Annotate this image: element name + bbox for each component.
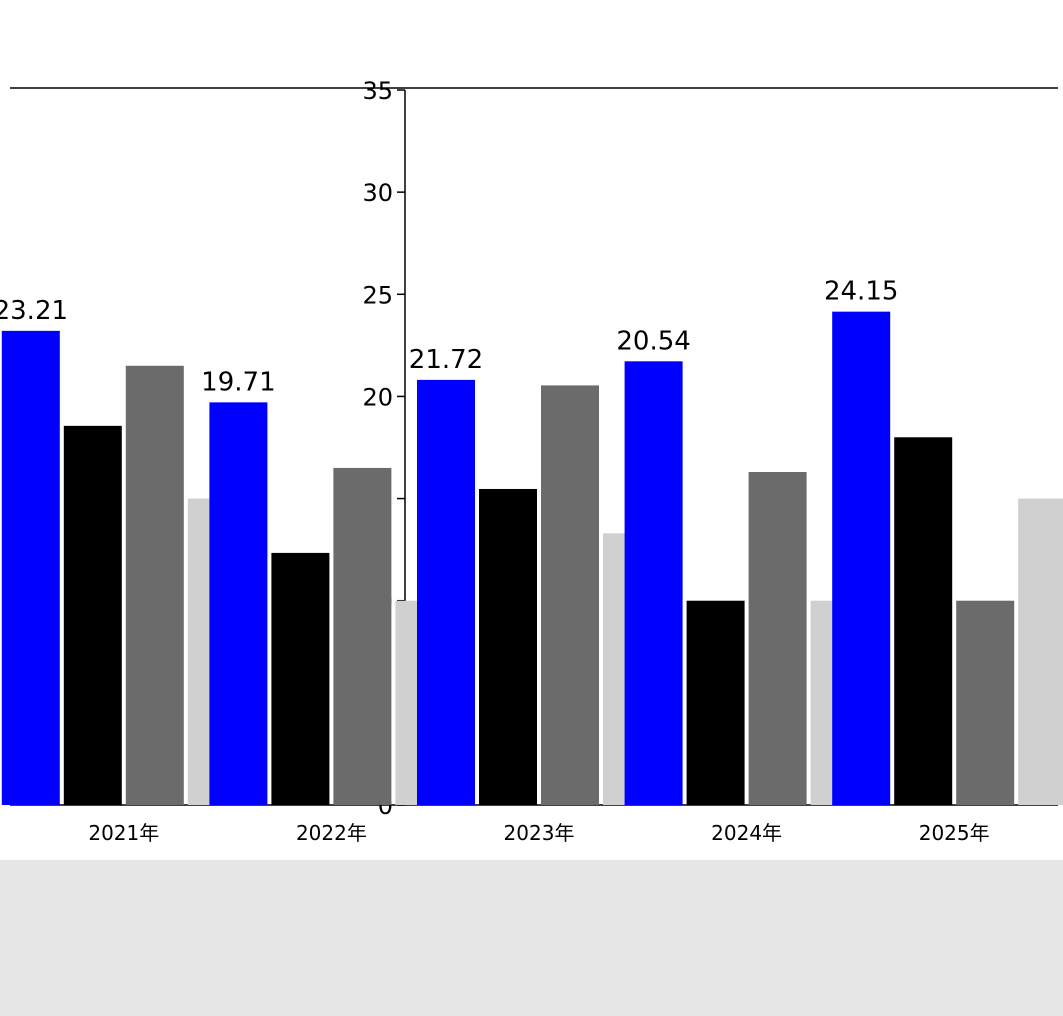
- x-tick-label-3: 2024年: [711, 821, 782, 845]
- data-label-4: 24.15: [824, 277, 898, 307]
- bar-4-2: [956, 600, 1015, 805]
- data-label-1: 19.71: [201, 367, 275, 397]
- bar-3-2: [748, 472, 807, 805]
- bar-1-2: [333, 467, 392, 805]
- bar-1-1: [271, 552, 330, 805]
- footer-band: [0, 860, 1063, 1016]
- bar-0-1: [63, 425, 122, 805]
- x-tick-label-2: 2023年: [504, 821, 575, 845]
- plot-area: 0510152025303523.212021年19.712022年21.722…: [0, 77, 1063, 845]
- bar-4-3: [1018, 498, 1063, 805]
- y-tick-label-6: 30: [362, 179, 393, 207]
- bar-2-2: [541, 385, 599, 805]
- data-label-0: 23.21: [0, 296, 68, 326]
- bar-3-1: [686, 600, 745, 805]
- y-tick-label-7: 35: [362, 77, 393, 105]
- bar-2-1: [479, 488, 537, 805]
- y-tick-label-4: 20: [362, 383, 393, 411]
- bar-0-2: [125, 365, 184, 805]
- bar-0-0: [1, 330, 60, 805]
- x-tick-label-4: 2025年: [919, 821, 990, 845]
- x-tick-label-0: 2021年: [88, 821, 159, 845]
- data-label-2: 21.72: [409, 345, 483, 375]
- data-label-3: 20.54: [616, 326, 690, 356]
- bar-4-1: [894, 437, 953, 805]
- bar-2-0: [417, 379, 475, 805]
- bar-1-0: [209, 402, 268, 805]
- y-tick-label-5: 25: [362, 281, 393, 309]
- bar-3-0: [624, 361, 683, 805]
- bar-4-0: [832, 311, 891, 805]
- x-tick-label-1: 2022年: [296, 821, 367, 845]
